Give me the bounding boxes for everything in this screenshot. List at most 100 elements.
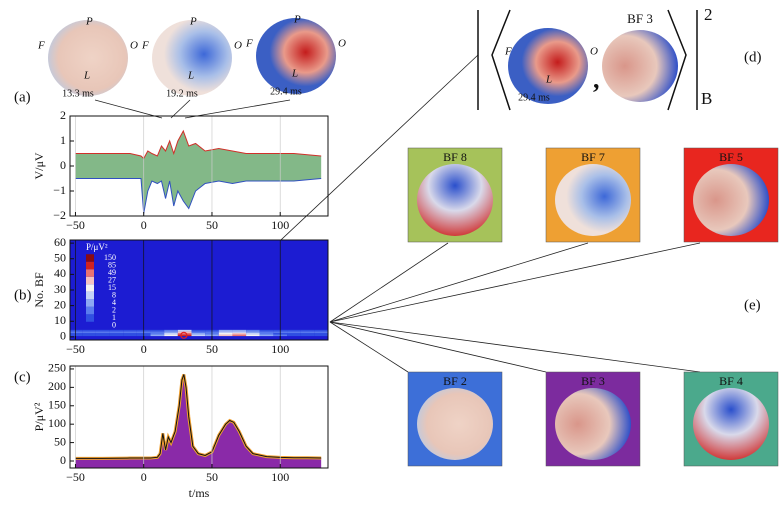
heat-cell	[123, 331, 137, 333]
heat-cell	[218, 334, 233, 337]
heat-cell	[150, 332, 165, 335]
colorbar-swatch	[86, 284, 94, 292]
heat-cell	[82, 334, 96, 337]
colorbar-swatch	[86, 254, 94, 262]
panel-label: (e)	[744, 297, 761, 313]
y-axis-label: P/μV²	[32, 402, 46, 431]
y-axis-label: V/μV	[32, 152, 46, 179]
plot-frame	[69, 239, 329, 341]
heat-cell	[177, 332, 192, 335]
colorbar-label: 8	[112, 290, 116, 299]
heat-cell	[259, 332, 274, 335]
y-tick-label: 0	[60, 329, 66, 343]
plot-frame	[69, 115, 329, 217]
head-time: 13.3 ms	[62, 88, 94, 99]
envelope	[75, 131, 322, 214]
heat-cell	[191, 334, 206, 337]
head-letter: O	[590, 46, 598, 58]
head-letter: F	[141, 40, 149, 52]
panel-label: (a)	[14, 89, 31, 105]
heat-cell	[109, 329, 124, 332]
head-letter: L	[291, 68, 298, 80]
head-letter: L	[545, 74, 552, 86]
head-letter: L	[187, 70, 194, 82]
head-letter: P	[189, 16, 197, 28]
colorbar-label: 4	[112, 298, 116, 307]
x-tick-label: 100	[271, 342, 289, 356]
bracket	[477, 9, 698, 111]
heat-cell	[218, 329, 233, 332]
head-letter: P	[293, 14, 301, 26]
heat-cell	[218, 332, 233, 335]
y-tick-label: 10	[54, 313, 66, 327]
chart: −50 0 50 100 −2 −1 0 1 2 V/μV	[32, 108, 329, 232]
head-time: 29.4 ms	[518, 92, 550, 103]
y-tick-label: 50	[54, 251, 66, 265]
head-letter: O	[338, 38, 346, 50]
heat-cell	[164, 331, 178, 333]
basis-head	[417, 164, 493, 236]
head-letter: F	[245, 38, 253, 50]
heat-cell	[218, 331, 233, 333]
x-tick-label: 100	[271, 218, 289, 232]
comma: ,	[593, 65, 600, 94]
y-tick-label: −2	[53, 208, 66, 222]
head-letter: P	[85, 16, 93, 28]
heat-cell	[109, 331, 124, 333]
y-tick-label: 100	[48, 416, 66, 430]
y-tick-label: 150	[48, 398, 66, 412]
exponent: 2	[704, 5, 713, 24]
y-tick-label: 2	[60, 108, 66, 122]
heatmap-background	[70, 240, 328, 340]
heat-cell	[70, 332, 83, 335]
heat-cell	[232, 329, 247, 332]
heat-cell	[164, 332, 178, 335]
colorbar-label: 0	[112, 320, 116, 329]
heat-cell	[82, 332, 96, 335]
y-tick-label: 0	[60, 158, 66, 172]
colorbar-title: P/μV²	[86, 242, 108, 252]
heat-cell	[232, 331, 247, 333]
y-tick-label: 200	[48, 379, 66, 393]
heat-cell	[82, 331, 96, 333]
heat-cell	[164, 329, 178, 332]
colorbar-swatch	[86, 276, 94, 285]
x-tick-label: 0	[141, 470, 147, 484]
heat-cell	[150, 331, 165, 333]
heat-cell	[314, 329, 328, 332]
panel-label: (d)	[744, 49, 762, 65]
colorbar-swatch	[86, 314, 94, 322]
y-tick-label: 30	[54, 282, 66, 296]
heat-cell	[314, 331, 328, 333]
x-tick-label: 0	[141, 218, 147, 232]
plot-frame	[69, 365, 329, 469]
head-time: 19.2 ms	[166, 88, 198, 99]
basis-label: BF 4	[719, 374, 743, 388]
heat-cell	[300, 334, 315, 337]
basis-head	[555, 388, 631, 460]
heat-cell	[70, 331, 83, 333]
y-tick-label: 50	[54, 434, 66, 448]
x-axis-label: t/ms	[189, 486, 210, 500]
trace	[75, 178, 322, 214]
y-tick-label: 250	[48, 361, 66, 375]
heat-cell	[300, 329, 315, 332]
x-tick-label: −50	[66, 470, 85, 484]
heat-cell	[314, 334, 328, 337]
heat-cell	[150, 334, 165, 337]
area-edge-color	[75, 373, 322, 460]
colorbar-label: 150	[104, 253, 116, 262]
heat-cell	[259, 329, 274, 332]
y-tick-label: 40	[54, 266, 66, 280]
heat-cell	[164, 334, 178, 337]
x-tick-label: 0	[141, 342, 147, 356]
colorbar-label: 15	[108, 283, 116, 292]
heat-cell	[95, 334, 110, 337]
panel-label: (c)	[14, 369, 31, 385]
heat-cell	[177, 334, 192, 337]
subscript: B	[701, 89, 712, 108]
heat-cell	[287, 332, 301, 335]
